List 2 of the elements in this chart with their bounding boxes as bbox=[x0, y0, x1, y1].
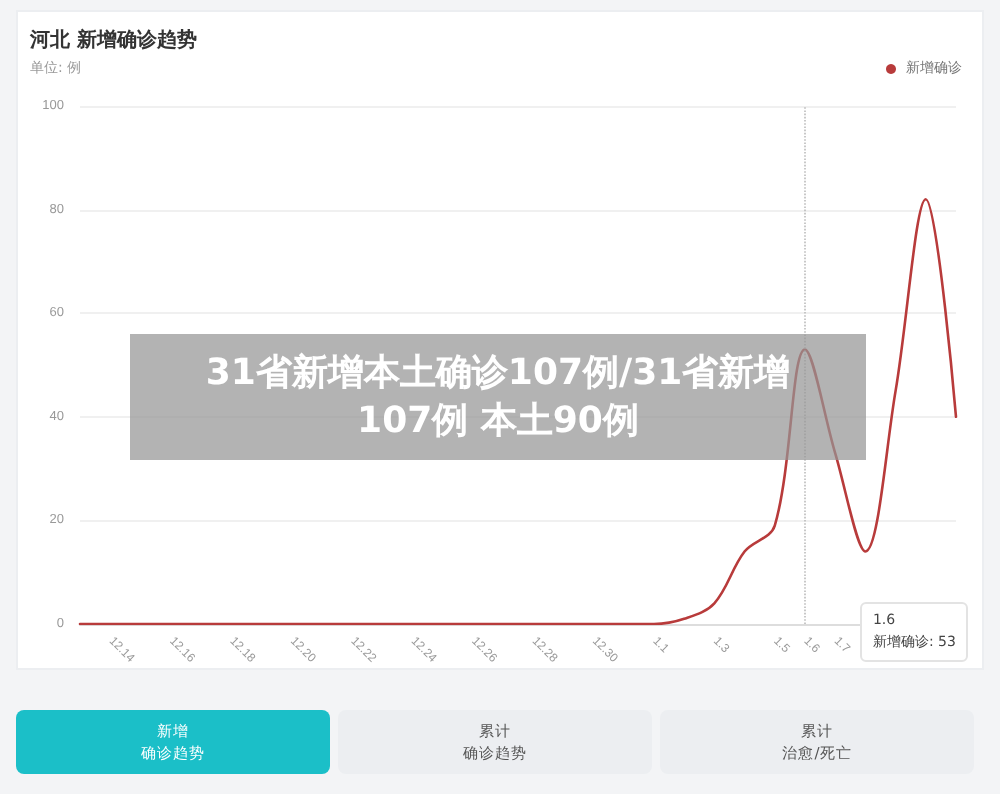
caption-banner: 31省新增本土确诊107例/31省新增107例 本土90例 bbox=[130, 334, 866, 460]
chart-title: 河北 新增确诊趋势 bbox=[30, 26, 197, 54]
